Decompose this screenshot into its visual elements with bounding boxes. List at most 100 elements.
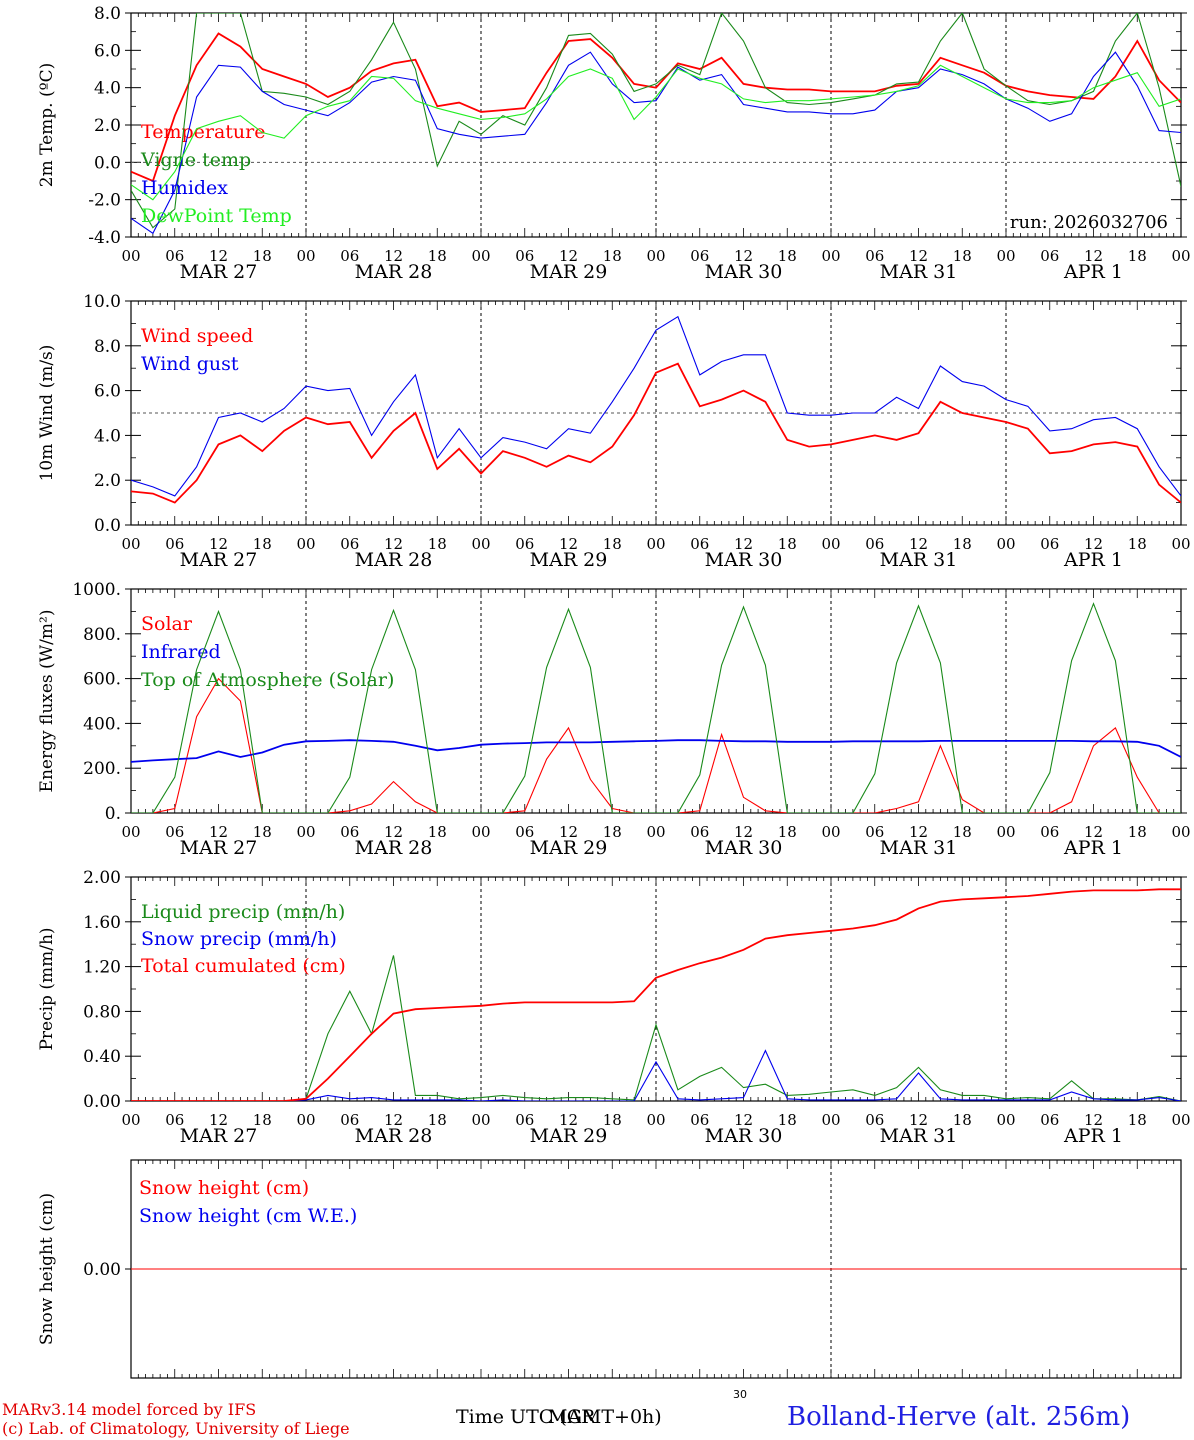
legend-snow-height-cm-: Snow height (cm) bbox=[139, 1177, 309, 1199]
x-tick-label: 06 bbox=[515, 247, 534, 265]
x-tick-label: 06 bbox=[865, 535, 884, 553]
x-tick-label: 00 bbox=[1171, 535, 1190, 553]
panel-4: 0.00 0.40 0.80 1.20 1.60 2.00 Precip (mm/h) 00 0… bbox=[37, 868, 1191, 1147]
x-tick-label: 12 bbox=[1084, 247, 1103, 265]
y-tick-label: 800. bbox=[83, 625, 121, 645]
panel-5: 0.00 Snow height (cm) Snow height (cm) Snow… bbox=[37, 1159, 1187, 1379]
day-label: MAR 28 bbox=[355, 837, 433, 859]
x-tick-label: 18 bbox=[953, 535, 972, 553]
x-tick-label: 00 bbox=[471, 823, 490, 841]
x-tick-label: 00 bbox=[996, 247, 1015, 265]
x-tick-label: 00 bbox=[646, 1111, 665, 1129]
y-axis-title: Energy fluxes (W/m²) bbox=[37, 610, 57, 793]
x-tick-label: 06 bbox=[515, 823, 534, 841]
day-label: APR 1 bbox=[1063, 261, 1123, 283]
x-tick-label: 06 bbox=[340, 535, 359, 553]
x-tick-label: 00 bbox=[646, 247, 665, 265]
x-tick-label: 12 bbox=[1084, 535, 1103, 553]
y-tick-label: 1000. bbox=[72, 580, 121, 600]
y-tick-label: 0. bbox=[105, 804, 121, 824]
x-tick-label: 00 bbox=[471, 1111, 490, 1129]
panel-2: 0.0 2.0 4.0 6.0 8.0 10.0 10m Wind (m/s) 00 06 12 1… bbox=[37, 292, 1191, 571]
series-line-wind-speed bbox=[131, 362, 1181, 504]
x-tick-label: 12 bbox=[734, 823, 753, 841]
y-tick-label: 0.00 bbox=[83, 1260, 121, 1280]
x-tick-label: 18 bbox=[603, 823, 622, 841]
credit-model: MARv3.14 model forced by IFS bbox=[2, 1400, 257, 1419]
legend-dewpoint-temp: DewPoint Temp bbox=[141, 205, 292, 227]
day-label: MAR 30 bbox=[705, 1125, 783, 1147]
x-tick-label: 06 bbox=[690, 823, 709, 841]
x-tick-label: 00 bbox=[296, 1111, 315, 1129]
legend-snow-height-cm-w-e-: Snow height (cm W.E.) bbox=[139, 1205, 357, 1227]
y-tick-label: 0.0 bbox=[94, 153, 121, 173]
day-label: MAR 29 bbox=[530, 261, 608, 283]
day-label: MAR 27 bbox=[180, 1125, 258, 1147]
x-tick-label: 12 bbox=[559, 247, 578, 265]
x-tick-label: 18 bbox=[778, 1111, 797, 1129]
x-tick-label: 12 bbox=[559, 823, 578, 841]
y-axis-title: 10m Wind (m/s) bbox=[37, 345, 57, 482]
day-label: MAR 27 bbox=[180, 261, 258, 283]
x-tick-label: 00 bbox=[471, 247, 490, 265]
legend-liquid-precip-mm-h-: Liquid precip (mm/h) bbox=[141, 901, 345, 923]
x-tick-label: 12 bbox=[384, 1111, 403, 1129]
day-label: MAR 28 bbox=[355, 1125, 433, 1147]
x-tick-label: 00 bbox=[1171, 247, 1190, 265]
x-tick-label: 12 bbox=[384, 535, 403, 553]
time-axis-title: Time UTC (GMT+0h) bbox=[456, 1406, 662, 1428]
x-tick-label: 12 bbox=[209, 535, 228, 553]
x-tick-label: 12 bbox=[559, 1111, 578, 1129]
y-tick-label: -2.0 bbox=[88, 191, 121, 211]
stray-month-label: MAR bbox=[548, 1406, 596, 1428]
x-tick-label: 06 bbox=[865, 1111, 884, 1129]
x-tick-label: 00 bbox=[121, 535, 140, 553]
x-tick-label: 06 bbox=[1040, 823, 1059, 841]
x-tick-label: 18 bbox=[1128, 1111, 1147, 1129]
x-tick-label: 00 bbox=[821, 823, 840, 841]
legend-vigne-temp: Vigne temp bbox=[140, 149, 251, 171]
y-tick-label: 6.0 bbox=[94, 41, 121, 61]
y-tick-label: 8.0 bbox=[94, 4, 121, 24]
x-tick-label: 06 bbox=[690, 535, 709, 553]
x-tick-label: 06 bbox=[515, 1111, 534, 1129]
x-tick-label: 18 bbox=[778, 823, 797, 841]
legend-snow-precip-mm-h-: Snow precip (mm/h) bbox=[141, 928, 337, 950]
x-tick-label: 12 bbox=[384, 823, 403, 841]
x-tick-label: 06 bbox=[340, 823, 359, 841]
x-tick-label: 18 bbox=[953, 823, 972, 841]
station-title: Bolland-Herve (alt. 256m) bbox=[787, 1402, 1131, 1432]
y-axis-title: Precip (mm/h) bbox=[37, 927, 57, 1050]
y-axis-title: Snow height (cm) bbox=[37, 1193, 57, 1345]
day-label: APR 1 bbox=[1063, 837, 1123, 859]
x-tick-label: 00 bbox=[821, 247, 840, 265]
x-tick-label: 18 bbox=[1128, 823, 1147, 841]
x-tick-label: 06 bbox=[865, 823, 884, 841]
credit-lab: (c) Lab. of Climatology, University of L… bbox=[2, 1419, 350, 1438]
x-tick-label: 18 bbox=[253, 823, 272, 841]
y-tick-label: 2.0 bbox=[94, 116, 121, 136]
x-tick-label: 18 bbox=[1128, 247, 1147, 265]
x-tick-label: 12 bbox=[909, 823, 928, 841]
x-tick-label: 18 bbox=[428, 247, 447, 265]
day-label: MAR 31 bbox=[880, 261, 958, 283]
x-tick-label: 18 bbox=[953, 1111, 972, 1129]
day-label: MAR 29 bbox=[530, 1125, 608, 1147]
panel-3: 0. 200. 400. 600. 800. 1000. Energy fluxes (W/… bbox=[37, 580, 1191, 859]
stray-day-label: 30 bbox=[733, 1388, 747, 1401]
x-tick-label: 06 bbox=[515, 535, 534, 553]
x-tick-label: 18 bbox=[778, 247, 797, 265]
y-tick-label: 600. bbox=[83, 670, 121, 690]
x-tick-label: 18 bbox=[953, 247, 972, 265]
x-tick-label: 12 bbox=[734, 247, 753, 265]
series-line-dewpoint-temp bbox=[131, 64, 1181, 201]
x-tick-label: 00 bbox=[646, 823, 665, 841]
x-tick-label: 06 bbox=[865, 247, 884, 265]
x-tick-label: 18 bbox=[778, 535, 797, 553]
x-tick-label: 18 bbox=[428, 1111, 447, 1129]
x-tick-label: 00 bbox=[821, 1111, 840, 1129]
x-tick-label: 00 bbox=[996, 823, 1015, 841]
day-label: MAR 30 bbox=[705, 837, 783, 859]
day-label: MAR 29 bbox=[530, 837, 608, 859]
day-label: MAR 28 bbox=[355, 549, 433, 571]
